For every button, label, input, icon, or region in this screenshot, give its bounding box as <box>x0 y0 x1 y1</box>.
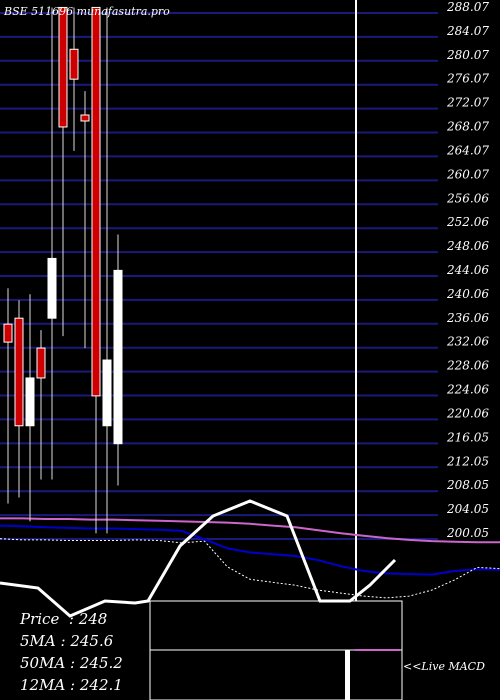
price-label: Price <box>20 610 60 628</box>
y-tick-label: 268.07 <box>446 120 489 134</box>
ma-line-50ma <box>0 524 500 576</box>
y-tick-label: 244.06 <box>446 263 489 277</box>
ma12-label: 12MA <box>20 676 66 694</box>
y-tick-label: 280.07 <box>446 48 489 62</box>
ma5-row: 5MA : 245.6 <box>20 632 114 650</box>
price-value: 248 <box>78 610 108 628</box>
y-tick-label: 236.06 <box>446 311 489 325</box>
macd-live-label: <<Live MACD <box>403 660 485 673</box>
candle-body <box>113 269 123 445</box>
y-tick-label: 260.07 <box>446 167 489 181</box>
y-tick-label: 252.06 <box>446 215 489 229</box>
candle-body <box>36 347 46 379</box>
price-row: Price : 248 <box>20 610 108 628</box>
y-tick-label: 212.05 <box>446 454 489 468</box>
indicator-info-panel: Price : 248 5MA : 245.6 50MA : 245.2 12M… <box>20 608 123 696</box>
macd-histogram-bar <box>345 650 350 700</box>
y-tick-label: 204.05 <box>446 502 489 516</box>
candle-body <box>25 377 35 427</box>
candle-body <box>58 6 68 128</box>
y-tick-label: 240.06 <box>446 287 489 301</box>
ma50-row: 50MA : 245.2 <box>20 654 123 672</box>
y-tick-label: 224.06 <box>446 383 489 397</box>
y-tick-label: 220.06 <box>446 406 489 420</box>
ma12-value: 242.1 <box>79 676 123 694</box>
y-tick-label: 216.05 <box>446 430 489 444</box>
candle-body <box>47 257 57 319</box>
candle-body <box>102 359 112 427</box>
ma-line-5ma <box>0 517 500 544</box>
ma50-value: 245.2 <box>79 654 123 672</box>
y-tick-label: 208.05 <box>446 478 489 492</box>
y-tick-label: 284.07 <box>446 24 489 38</box>
y-tick-label: 228.06 <box>446 359 489 373</box>
candle-body <box>3 323 13 343</box>
candle-body <box>91 6 101 397</box>
y-tick-label: 248.06 <box>446 239 489 253</box>
chart-watermark: BSE 511696 munafasutra.pro <box>4 5 170 18</box>
y-tick-label: 288.07 <box>446 0 489 14</box>
candle-body <box>14 317 24 427</box>
ma12-row: 12MA : 242.1 <box>20 676 123 694</box>
y-tick-label: 272.07 <box>446 96 489 110</box>
y-tick-label: 256.06 <box>446 191 489 205</box>
y-tick-label: 264.07 <box>446 143 489 157</box>
y-tick-label: 232.06 <box>446 335 489 349</box>
ma5-label: 5MA <box>20 632 56 650</box>
y-tick-label: 200.05 <box>446 526 489 540</box>
candle-body <box>69 48 79 80</box>
ma-line-12ma <box>0 538 500 599</box>
ma5-value: 245.6 <box>70 632 114 650</box>
y-tick-label: 276.07 <box>446 72 489 86</box>
macd-line <box>0 499 397 618</box>
ma50-label: 50MA <box>20 654 66 672</box>
candle-body <box>80 114 90 122</box>
